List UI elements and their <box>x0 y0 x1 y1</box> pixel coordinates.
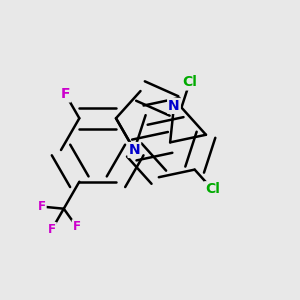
Text: Cl: Cl <box>182 75 197 89</box>
Text: F: F <box>38 200 46 213</box>
Text: F: F <box>48 223 56 236</box>
Text: Cl: Cl <box>205 182 220 196</box>
Text: F: F <box>73 220 81 233</box>
Text: N: N <box>168 99 180 113</box>
Text: F: F <box>61 88 70 101</box>
Text: N: N <box>128 143 140 157</box>
